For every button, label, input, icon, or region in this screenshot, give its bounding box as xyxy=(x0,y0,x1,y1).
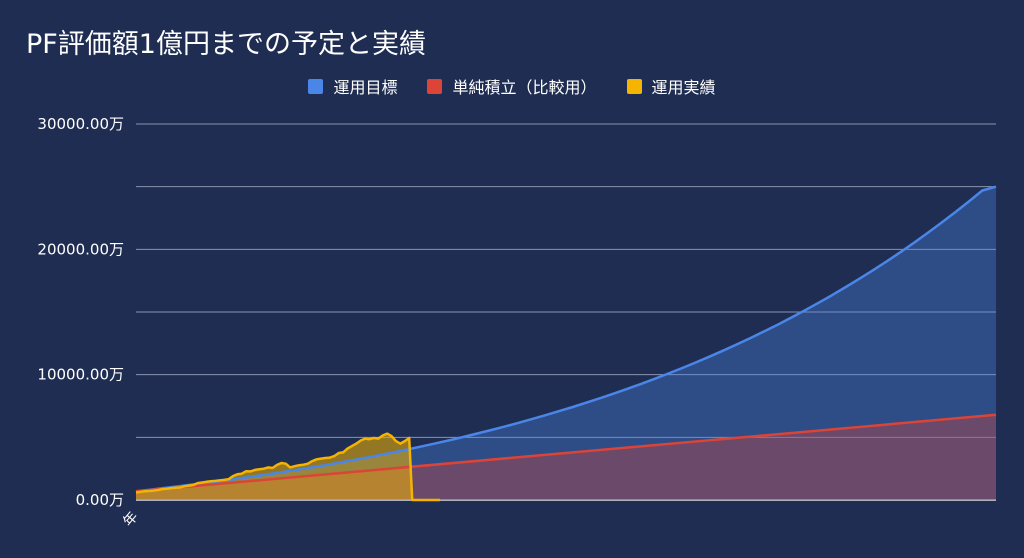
line-series-1 xyxy=(135,413,997,493)
legend-item-actual[interactable]: 運用実績 xyxy=(626,74,716,98)
legend-label-target: 運用目標 xyxy=(333,78,398,97)
line-series-0 xyxy=(135,185,997,493)
legend-swatch-actual xyxy=(626,78,642,94)
area-series-0 xyxy=(136,186,996,500)
chart-title: PF評価額1億円までの予定と実績 xyxy=(26,29,426,60)
y-tick-label-0: 0.00万 xyxy=(76,491,124,509)
y-tick-label-1: 10000.00万 xyxy=(37,366,124,384)
line-series-2 xyxy=(135,432,440,502)
legend-label-simple: 単純積立（比較用） xyxy=(452,78,597,97)
x-axis-ticks: 年 xyxy=(120,509,141,530)
legend-item-simple[interactable]: 単純積立（比較用） xyxy=(427,74,597,98)
legend-label-actual: 運用実績 xyxy=(651,78,716,97)
y-axis-ticks: 0.00万 10000.00万 20000.00万 30000.00万 xyxy=(37,115,124,509)
x-tick-label-0: 年 xyxy=(120,509,141,530)
legend-item-target[interactable]: 運用目標 xyxy=(308,74,397,98)
legend-swatch-simple xyxy=(427,78,443,94)
y-tick-label-2: 20000.00万 xyxy=(37,240,124,258)
legend-swatch-target xyxy=(308,78,324,94)
y-tick-label-3: 30000.00万 xyxy=(37,115,124,133)
series-lines xyxy=(135,185,997,502)
chart-legend: 運用目標 単純積立（比較用） 運用実績 xyxy=(0,74,1024,98)
